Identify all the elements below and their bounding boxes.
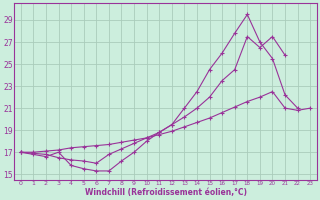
X-axis label: Windchill (Refroidissement éolien,°C): Windchill (Refroidissement éolien,°C) — [84, 188, 246, 197]
